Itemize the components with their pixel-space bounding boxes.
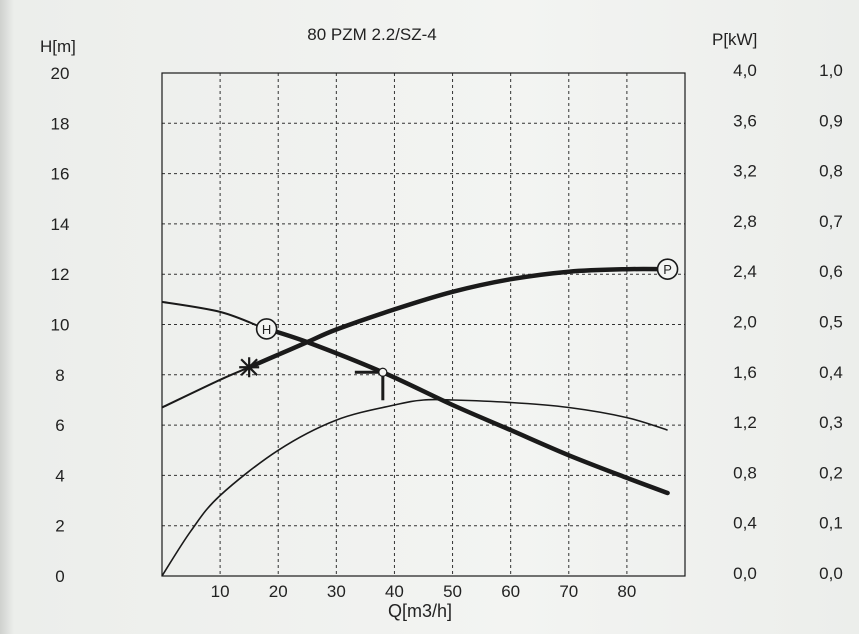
power-tick-label: 0,0: [733, 564, 757, 583]
y-tick-label: 4: [55, 466, 64, 485]
curve-marker-letter-H: H: [262, 322, 271, 337]
y-axis-label-right: P[kW]: [712, 30, 757, 49]
plot-frame: [161, 72, 686, 577]
efficiency-tick-label: 0,8: [819, 162, 843, 181]
chart-title: 80 PZM 2.2/SZ-4: [307, 25, 436, 44]
curve-marker-P: [656, 258, 679, 280]
power-curve-thin: [161, 366, 250, 409]
head-curve-thin: [161, 300, 262, 328]
power-curve: [246, 266, 670, 370]
efficiency-tick-label: 0,2: [819, 463, 843, 482]
y-tick-label: 12: [51, 265, 70, 284]
power-tick-label: 3,6: [733, 111, 757, 130]
power-tick-label: 0,4: [733, 514, 757, 533]
duty-point: [378, 367, 388, 377]
efficiency-tick-label: 0,1: [819, 514, 843, 533]
power-tick-label: 2,4: [733, 262, 757, 281]
efficiency-tick-label: 0,9: [819, 111, 843, 130]
power-tick-label: 1,2: [733, 413, 757, 432]
x-tick-label: 80: [617, 582, 636, 601]
x-axis-label: Q[m3/h]: [388, 601, 452, 621]
power-tick-label: 4,0: [733, 61, 757, 80]
curves: [161, 266, 670, 577]
y-tick-label: 10: [51, 316, 70, 335]
y-tick-label: 16: [51, 165, 70, 184]
x-tick-label: 30: [327, 582, 346, 601]
power-tick-label: 3,2: [733, 162, 757, 181]
y-tick-label: 2: [55, 517, 64, 536]
x-tick-label: 60: [501, 582, 520, 601]
efficiency-tick-label: 0,6: [819, 262, 843, 281]
y-tick-label: 8: [55, 366, 64, 385]
y-tick-label: 14: [51, 215, 70, 234]
curve-marker-H: [255, 318, 278, 340]
y-tick-label: 6: [55, 416, 64, 435]
efficiency-tick-label: 0,3: [819, 413, 843, 432]
x-tick-label: 70: [559, 582, 578, 601]
efficiency-tick-label: 0,4: [819, 363, 843, 382]
power-tick-label: 2,8: [733, 212, 757, 231]
efficiency-tick-label: 1,0: [819, 61, 843, 80]
grid: [162, 73, 685, 576]
efficiency-tick-label: 0,0: [819, 564, 843, 583]
y-tick-label: 0: [55, 567, 64, 586]
power-tick-label: 0,8: [733, 463, 757, 482]
efficiency-curve: [161, 398, 668, 577]
x-tick-label: 20: [269, 582, 288, 601]
efficiency-tick-label: 0,5: [819, 313, 843, 332]
y-tick-label: 18: [51, 114, 70, 133]
curve-markers: HP: [239, 258, 679, 401]
curve-marker-letter-P: P: [663, 262, 672, 277]
power-tick-label: 1,6: [733, 363, 757, 382]
power-tick-label: 2,0: [733, 313, 757, 332]
y-axis-label-left: H[m]: [40, 37, 76, 56]
head-curve: [258, 324, 670, 496]
y-tick-label: 20: [51, 64, 70, 83]
efficiency-tick-label: 0,7: [819, 212, 843, 231]
x-tick-label: 40: [385, 582, 404, 601]
x-tick-label: 50: [443, 582, 462, 601]
x-tick-label: 10: [211, 582, 230, 601]
tick-labels: 10 20 30 40 50 60 70 80 0 2 4 6 8 10 12 14 16 18 20 0,0 0,4 0…: [51, 61, 843, 601]
